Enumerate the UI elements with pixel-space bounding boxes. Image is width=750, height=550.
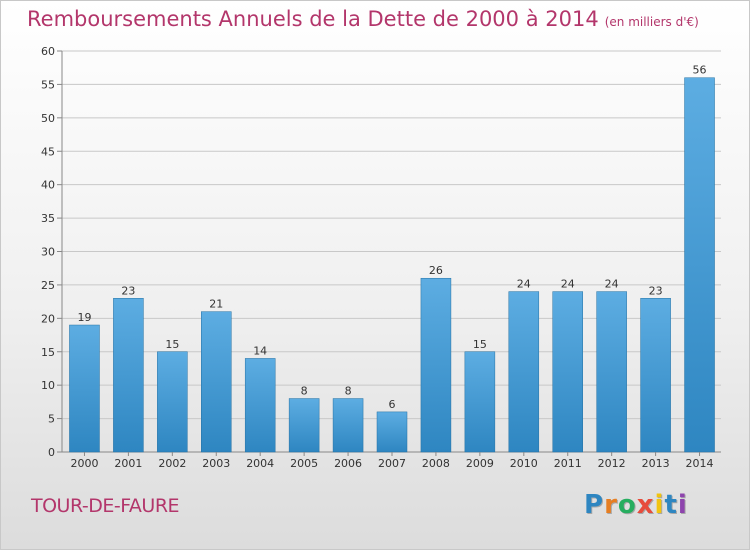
bar-2013 <box>640 298 671 453</box>
chart-title: Remboursements Annuels de la Dette de 20… <box>27 7 699 31</box>
y-tick-label: 60 <box>41 45 55 58</box>
x-tick-label-2001: 2001 <box>114 457 142 470</box>
data-label-2002: 15 <box>165 338 179 351</box>
data-label-2001: 23 <box>121 284 135 297</box>
data-label-2006: 8 <box>345 385 352 398</box>
logo-letter: r <box>604 490 618 520</box>
x-tick-label-2006: 2006 <box>334 457 362 470</box>
x-tick-label-2010: 2010 <box>510 457 538 470</box>
data-label-2012: 24 <box>605 278 619 291</box>
x-tick-label-2009: 2009 <box>466 457 494 470</box>
y-tick-label: 20 <box>41 312 55 325</box>
bar-2006 <box>332 398 364 453</box>
y-tick-label: 30 <box>41 246 55 259</box>
bar-2003 <box>201 311 232 453</box>
data-label-2007: 6 <box>389 398 396 411</box>
bar-2004 <box>244 358 276 453</box>
data-label-2000: 19 <box>77 311 91 324</box>
data-label-2009: 15 <box>473 338 487 351</box>
y-tick-label: 50 <box>41 112 55 125</box>
bar-2010 <box>508 291 540 453</box>
data-label-2004: 14 <box>253 344 267 357</box>
y-tick-label: 40 <box>41 179 55 192</box>
x-tick-label-2013: 2013 <box>642 457 670 470</box>
data-label-2014: 56 <box>693 64 707 77</box>
x-tick-label-2003: 2003 <box>202 457 230 470</box>
data-label-2005: 8 <box>301 385 308 398</box>
logo-letter: t <box>664 490 678 520</box>
bar-2001 <box>113 298 144 453</box>
bar-2005 <box>288 398 320 453</box>
x-tick-label-2011: 2011 <box>554 457 582 470</box>
logo-letter: x <box>636 490 655 520</box>
bar-2012 <box>596 291 627 453</box>
logo-letter: i <box>677 490 688 520</box>
logo-letter: i <box>654 490 665 520</box>
bar-2007 <box>376 411 408 453</box>
x-tick-label-2002: 2002 <box>158 457 186 470</box>
x-tick-label-2012: 2012 <box>598 457 626 470</box>
x-tick-label-2004: 2004 <box>246 457 274 470</box>
bar-2014 <box>684 77 715 453</box>
data-label-2010: 24 <box>517 278 531 291</box>
data-label-2003: 21 <box>209 298 223 311</box>
x-tick-label-2007: 2007 <box>378 457 406 470</box>
y-tick-label: 5 <box>48 413 55 426</box>
commune-name: TOUR-DE-FAURE <box>31 495 180 517</box>
logo-letter: P <box>584 490 605 520</box>
bar-2008 <box>420 277 452 453</box>
proxiti-logo: Proxiti <box>584 490 688 520</box>
x-tick-label-2000: 2000 <box>70 457 98 470</box>
x-tick-label-2008: 2008 <box>422 457 450 470</box>
data-label-2011: 24 <box>561 278 575 291</box>
bar-2011 <box>552 291 583 453</box>
logo-letter: o <box>617 490 637 520</box>
y-tick-label: 10 <box>41 379 55 392</box>
y-tick-label: 25 <box>41 279 55 292</box>
x-tick-label-2005: 2005 <box>290 457 318 470</box>
y-tick-label: 55 <box>41 78 55 91</box>
chart-subtitle: (en milliers d'€) <box>604 15 699 29</box>
bar-2000 <box>69 324 100 453</box>
y-tick-label: 15 <box>41 346 55 359</box>
bar-2002 <box>157 351 188 453</box>
chart-title-text: Remboursements Annuels de la Dette de 20… <box>27 7 599 31</box>
y-tick-label: 45 <box>41 145 55 158</box>
y-tick-label: 0 <box>48 446 55 459</box>
x-tick-label-2014: 2014 <box>686 457 714 470</box>
data-label-2008: 26 <box>429 264 443 277</box>
bar-2009 <box>464 351 496 453</box>
y-tick-label: 35 <box>41 212 55 225</box>
data-label-2013: 23 <box>649 284 663 297</box>
